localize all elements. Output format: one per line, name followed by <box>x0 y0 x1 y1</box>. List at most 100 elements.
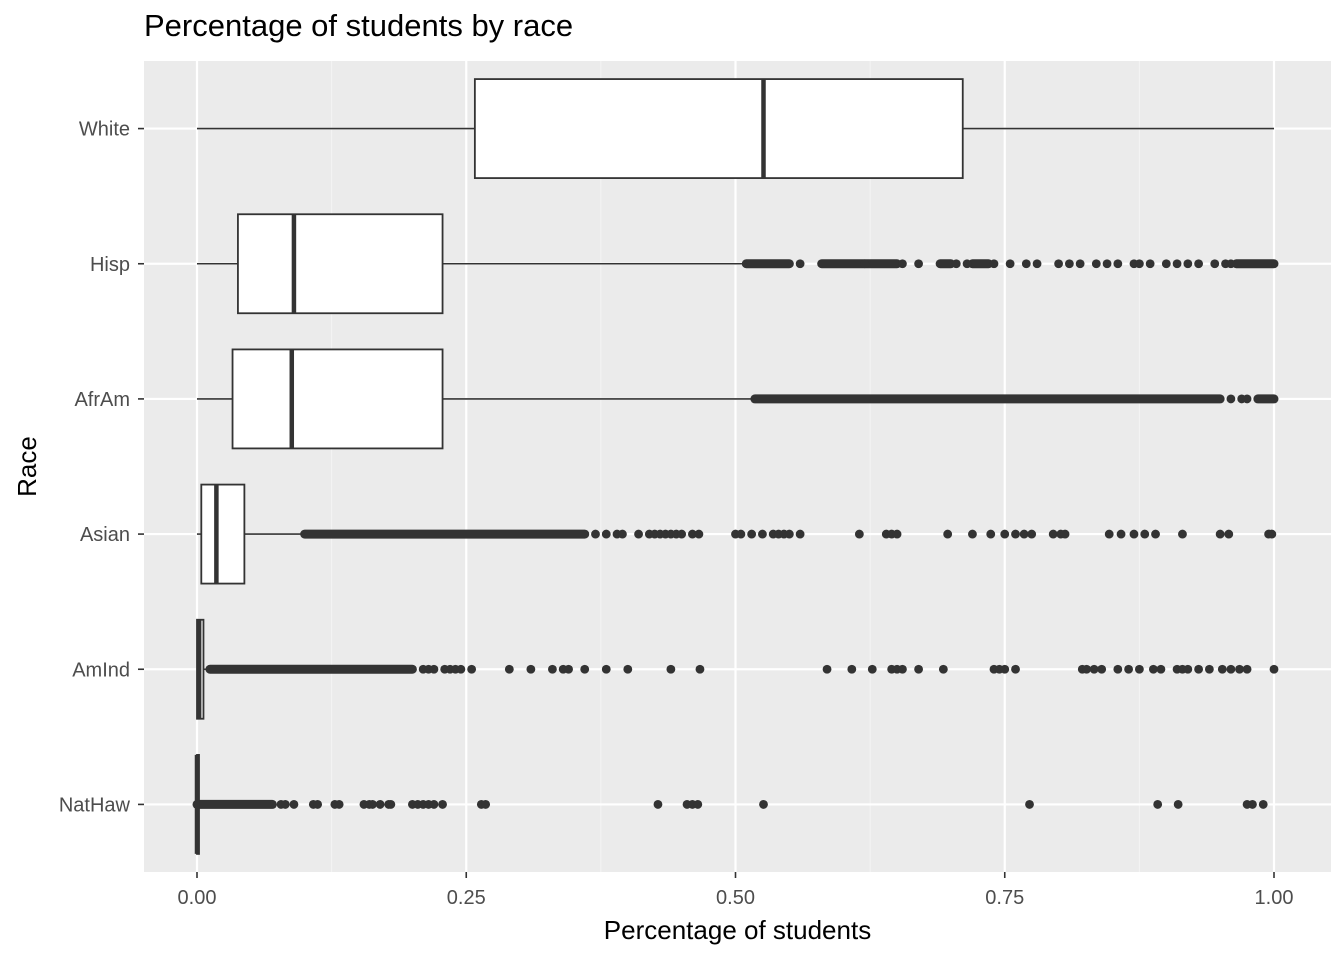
boxplot-series <box>192 78 1279 855</box>
outlier-point <box>368 800 377 809</box>
outlier-point <box>854 529 864 539</box>
outlier-point <box>1140 529 1150 539</box>
outlier-point <box>438 800 447 809</box>
outlier-point <box>1151 529 1160 539</box>
outlier-point <box>601 529 611 539</box>
x-tick-label: 0.50 <box>716 887 755 909</box>
x-tick-label: 0.25 <box>447 887 486 909</box>
outlier-point <box>429 664 439 674</box>
outlier-point <box>564 664 573 674</box>
outlier-point <box>677 529 687 539</box>
outlier-point <box>1000 529 1010 539</box>
x-axis-title: Percentage of students <box>604 915 871 945</box>
outlier-point <box>1102 259 1112 269</box>
outlier-point <box>1091 259 1101 269</box>
outlier-point <box>860 259 870 269</box>
outlier-point <box>1113 259 1123 269</box>
outlier-point <box>580 664 590 674</box>
outlier-point <box>1000 664 1010 674</box>
outlier-point <box>1019 529 1029 539</box>
outlier-point <box>914 664 923 674</box>
outlier-point <box>784 529 794 539</box>
outlier-point <box>1194 664 1204 674</box>
outlier-point <box>1134 664 1144 674</box>
outlier-point <box>695 664 705 674</box>
outlier-point <box>1089 664 1099 674</box>
x-tick-label: 0.75 <box>985 887 1024 909</box>
outlier-point <box>429 800 439 809</box>
box-nathaw <box>192 754 1268 855</box>
outlier-point <box>1129 529 1139 539</box>
outlier-point <box>1104 529 1114 539</box>
box-iqr <box>231 348 444 450</box>
outlier-point <box>1226 259 1236 269</box>
outlier-point <box>1269 664 1279 674</box>
outlier-point <box>1060 529 1070 539</box>
outlier-point <box>1242 664 1252 674</box>
outlier-point <box>758 529 767 539</box>
outlier-point <box>1027 529 1037 539</box>
box-amind <box>196 618 1279 720</box>
outlier-point <box>1242 394 1252 404</box>
outlier-point <box>898 259 907 269</box>
outlier-point <box>1267 529 1277 539</box>
outlier-point <box>313 800 323 809</box>
chart-title: Percentage of students by race <box>144 8 574 43</box>
outlier-point <box>1021 259 1031 269</box>
outlier-point <box>504 664 514 674</box>
box-hisp <box>197 213 1279 315</box>
y-tick-label: Hisp <box>90 254 130 276</box>
x-axis: 0.00 0.25 0.50 0.75 1.00 <box>178 872 1294 909</box>
outlier-point <box>867 664 877 674</box>
outlier-point <box>1113 664 1123 674</box>
outlier-point <box>914 259 923 269</box>
outlier-point <box>1173 800 1183 809</box>
outlier-point <box>1226 664 1236 674</box>
outlier-point <box>666 664 676 674</box>
outlier-point <box>1161 259 1171 269</box>
outlier-point <box>693 800 703 809</box>
outlier-point <box>1194 259 1204 269</box>
outlier-point <box>1156 664 1166 674</box>
outlier-point <box>601 664 611 674</box>
outlier-point <box>1148 664 1158 674</box>
x-tick-label: 0.00 <box>178 887 217 909</box>
box-afram <box>197 348 1279 450</box>
outlier-point <box>736 529 746 539</box>
outlier-point <box>526 664 536 674</box>
outlier-point <box>795 259 805 269</box>
outlier-point <box>591 529 600 539</box>
outlier-point <box>1210 259 1220 269</box>
outlier-point <box>1217 664 1227 674</box>
y-tick-label: Asian <box>80 524 130 546</box>
outlier-point <box>1258 800 1268 809</box>
outlier-point <box>375 800 385 809</box>
outlier-point <box>1005 259 1015 269</box>
outlier-point <box>1248 800 1257 809</box>
outlier-point <box>847 664 857 674</box>
outlier-point <box>1226 394 1236 404</box>
outlier-point <box>334 800 344 809</box>
outlier-point <box>481 800 491 809</box>
outlier-point <box>1054 259 1063 269</box>
outlier-point <box>1153 800 1163 809</box>
y-tick-label: White <box>79 119 130 141</box>
outlier-point <box>623 664 633 674</box>
outlier-point <box>962 259 972 269</box>
outlier-point <box>968 529 977 539</box>
outlier-point <box>1183 664 1193 674</box>
outlier-point <box>1172 259 1182 269</box>
outlier-point <box>747 529 757 539</box>
outlier-point <box>634 529 643 539</box>
x-tick-label: 1.00 <box>1255 887 1294 909</box>
outlier-point <box>986 529 996 539</box>
y-tick-label: AmInd <box>72 659 130 681</box>
outlier-point <box>653 800 663 809</box>
outlier-point <box>1134 259 1144 269</box>
outlier-point <box>759 800 768 809</box>
outlier-point <box>1178 529 1187 539</box>
outlier-point <box>989 259 999 269</box>
outlier-point <box>1025 800 1034 809</box>
outlier-point <box>1082 664 1092 674</box>
